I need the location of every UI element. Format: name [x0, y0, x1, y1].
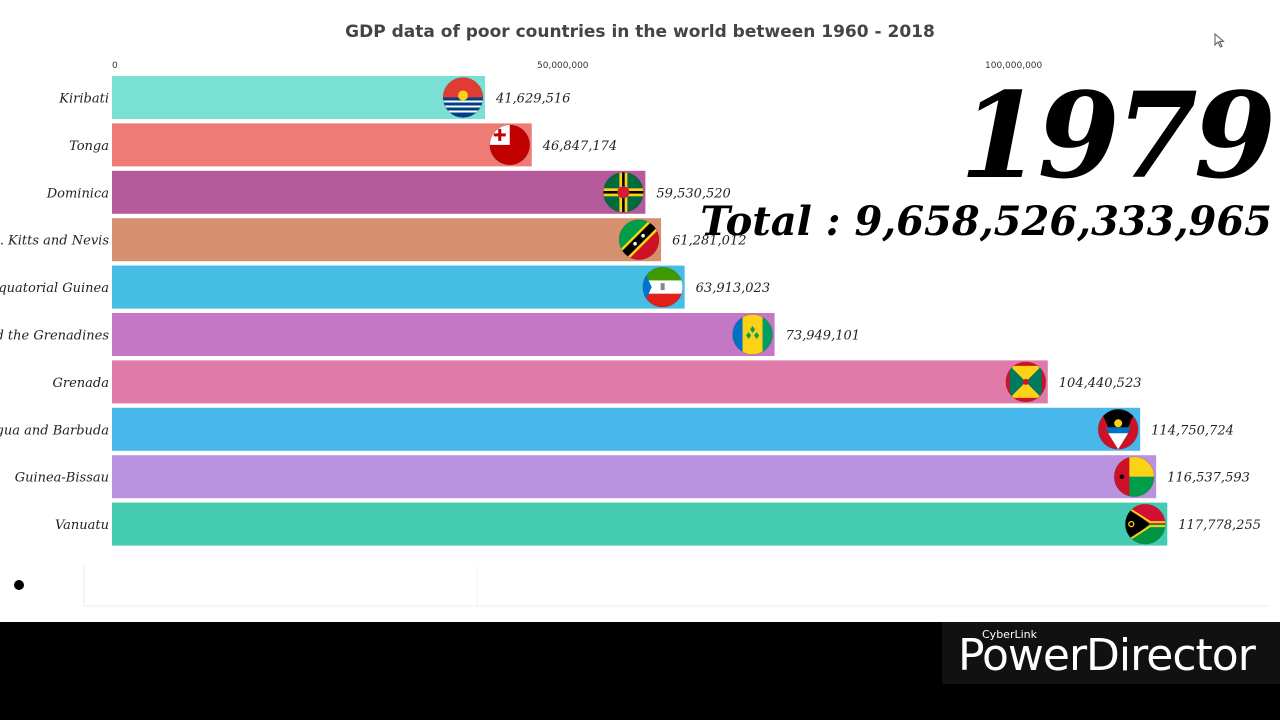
category-label: Kiribati	[58, 92, 109, 107]
bar	[112, 265, 685, 309]
guinea-bissau-flag-icon	[1114, 456, 1155, 497]
kiribati-flag-icon	[443, 77, 484, 118]
bar	[112, 170, 646, 214]
bar	[112, 123, 532, 167]
mouse-cursor-icon	[1214, 33, 1225, 48]
bar-group: Equatorial Guinea 63,913,023	[0, 265, 770, 309]
bar-group: Kiribati 41,629,516	[58, 76, 570, 119]
value-label: 73,949,101	[786, 329, 860, 344]
category-label: St. Kitts and Nevis	[0, 234, 109, 249]
year-display: 1979	[959, 66, 1276, 205]
bar-group: nd the Grenadines 73,949,101	[0, 313, 860, 356]
grenada-flag-icon	[1005, 361, 1046, 402]
bar-group: Grenada 104,440,523	[53, 360, 1142, 404]
vanuatu-flag-icon	[1125, 504, 1166, 545]
category-label: Equatorial Guinea	[0, 281, 109, 296]
value-label: 46,847,174	[542, 139, 617, 154]
bar-group: St. Kitts and Nevis 61,281,012	[0, 218, 747, 262]
st-kitts-and-nevis-flag-icon	[619, 219, 660, 260]
category-label: Tonga	[69, 139, 109, 154]
value-label: 116,537,593	[1167, 471, 1250, 486]
bar	[112, 407, 1141, 451]
x-tick-label: 0	[112, 61, 118, 71]
bar-chart: 0 50,000,000 100,000,000 Kiribati 41,629,516…	[0, 61, 1261, 546]
total-display: Total : 9,658,526,333,965	[700, 198, 1272, 245]
value-label: 59,530,520	[656, 186, 730, 201]
value-label: 104,440,523	[1059, 376, 1142, 391]
powerdirector-watermark: CyberLink PowerDirector	[942, 622, 1280, 684]
bar-group: Dominica 59,530,520	[46, 170, 731, 214]
bar-group: gua and Barbuda 114,750,724	[0, 407, 1234, 451]
watermark-product: PowerDirector	[958, 630, 1256, 681]
value-label: 41,629,516	[495, 92, 570, 107]
category-label: nd the Grenadines	[0, 329, 109, 344]
bar-group: Vanuatu 117,778,255	[55, 502, 1261, 546]
bar	[112, 313, 775, 356]
st-vincent-flag-icon	[732, 314, 773, 355]
bar	[112, 76, 486, 119]
mini-timeline	[83, 566, 1270, 607]
value-label: 117,778,255	[1178, 518, 1261, 533]
bar	[112, 360, 1048, 404]
bar-group: Tonga 46,847,174	[69, 123, 617, 167]
category-label: Dominica	[46, 186, 109, 201]
dominica-flag-icon	[603, 172, 644, 213]
value-label: 61,281,012	[672, 234, 746, 249]
value-label: 114,750,724	[1151, 423, 1234, 438]
bar	[112, 218, 662, 262]
bar	[112, 455, 1157, 499]
x-tick-label: 50,000,000	[537, 61, 589, 71]
chart-title: GDP data of poor countries in the world …	[345, 22, 935, 42]
bar	[112, 502, 1168, 546]
value-label: 63,913,023	[696, 281, 770, 296]
category-label: Grenada	[53, 376, 110, 391]
x-tick-label: 100,000,000	[985, 61, 1043, 71]
category-label: gua and Barbuda	[0, 423, 109, 438]
watermark-brand: CyberLink	[982, 628, 1037, 641]
category-label: Vanuatu	[55, 518, 109, 533]
bar-group: Guinea-Bissau 116,537,593	[15, 455, 1250, 499]
timeline-marker	[14, 580, 24, 590]
category-label: Guinea-Bissau	[15, 471, 109, 486]
antigua-and-barbuda-flag-icon	[1098, 409, 1139, 450]
